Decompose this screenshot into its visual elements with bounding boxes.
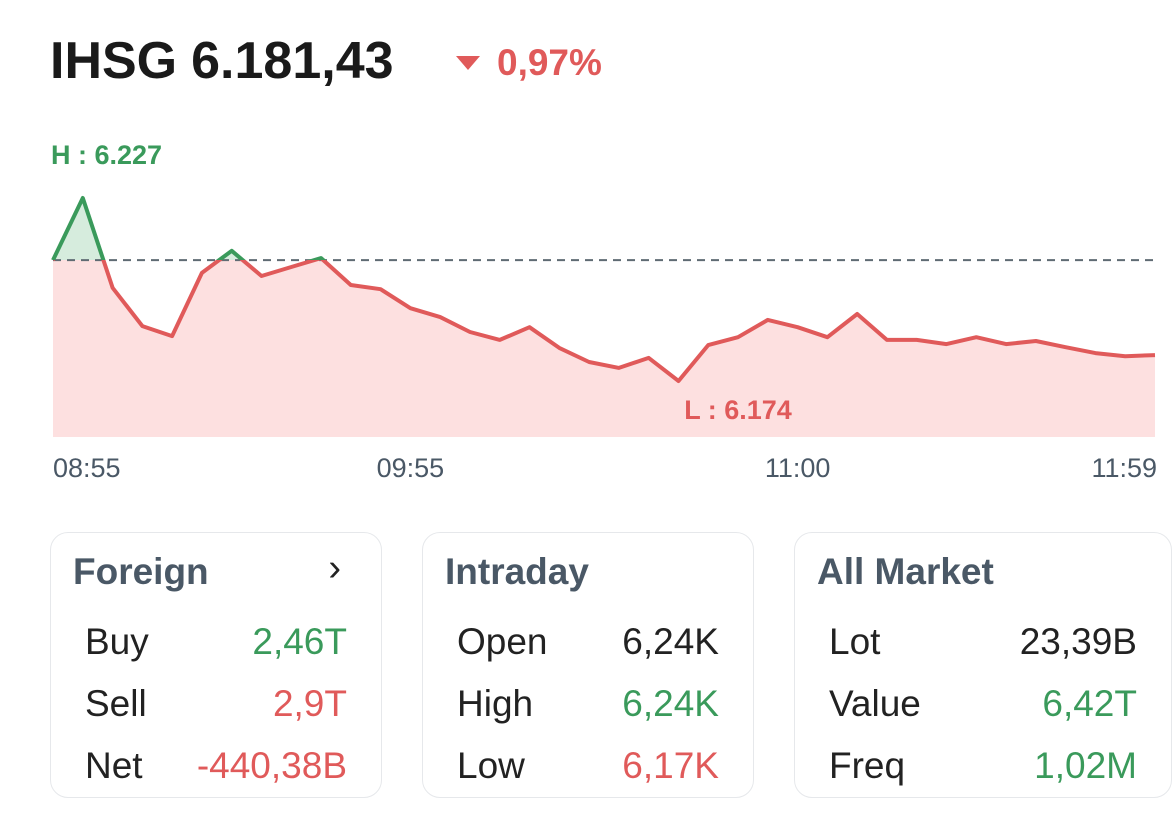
annotation: L : 6.174 [684,395,792,425]
row-value: -440,38B [196,745,347,786]
row-label: Freq [829,745,906,786]
row-label: Open [457,621,548,662]
row: Open 6,24K [457,621,719,671]
chevron: › [328,547,341,589]
card-title: All Market [817,551,994,592]
row-label: Low [457,745,525,786]
intraday-card: Intraday Open 6,24K High 6,24K Low 6,17K [422,532,754,798]
row: Sell 2,9T [85,683,347,733]
row-label: Net [85,745,143,786]
index-name: IHSG 6.181,43 [50,32,394,90]
x-tick-label: 11:59 [1091,453,1157,483]
card-title: Foreign [73,551,209,592]
row-value: 2,46T [252,621,347,662]
down-arrow [456,56,480,70]
index-change: 0,97% [497,42,602,83]
row-value: 6,24K [622,683,719,724]
x-tick-label: 08:55 [53,453,121,483]
row: High 6,24K [457,683,719,733]
card-title: Intraday [445,551,589,592]
area [53,198,1155,437]
row-value: 6,42T [1042,683,1137,724]
row-value: 1,02M [1034,745,1137,786]
row-label: Sell [85,683,147,724]
x-tick-label: 11:00 [765,453,831,483]
x-tick-label: 09:55 [377,453,445,483]
all-market-card: All Market Lot 23,39B Value 6,42T Freq 1,02… [794,532,1172,798]
row-label: High [457,683,534,724]
price-line [51,196,1156,383]
row: Value 6,42T [829,683,1137,733]
chart: IHSG 6.181,43 0,97% 08:55 09:55 11:00 11:59 H… [50,32,1157,483]
row-label: Buy [85,621,149,662]
row: Low 6,17K [457,745,719,795]
foreign-card[interactable]: Foreign › Buy 2,46T Sell 2,9T Net -440,38B [50,532,382,798]
row: Buy 2,46T [85,621,347,671]
row-value: 6,17K [622,745,719,786]
row-label: Lot [829,621,881,662]
row-value: 2,9T [272,683,347,724]
row-label: Value [829,683,921,724]
row: Lot 23,39B [829,621,1137,671]
index-price: 6.181,43 [191,32,393,90]
annotation: H : 6.227 [51,140,162,170]
index-title: IHSG [50,32,177,90]
row: Freq 1,02M [829,745,1137,795]
row-value: 23,39B [1019,621,1137,662]
row: Net -440,38B [85,745,347,795]
row-value: 6,24K [622,621,719,662]
